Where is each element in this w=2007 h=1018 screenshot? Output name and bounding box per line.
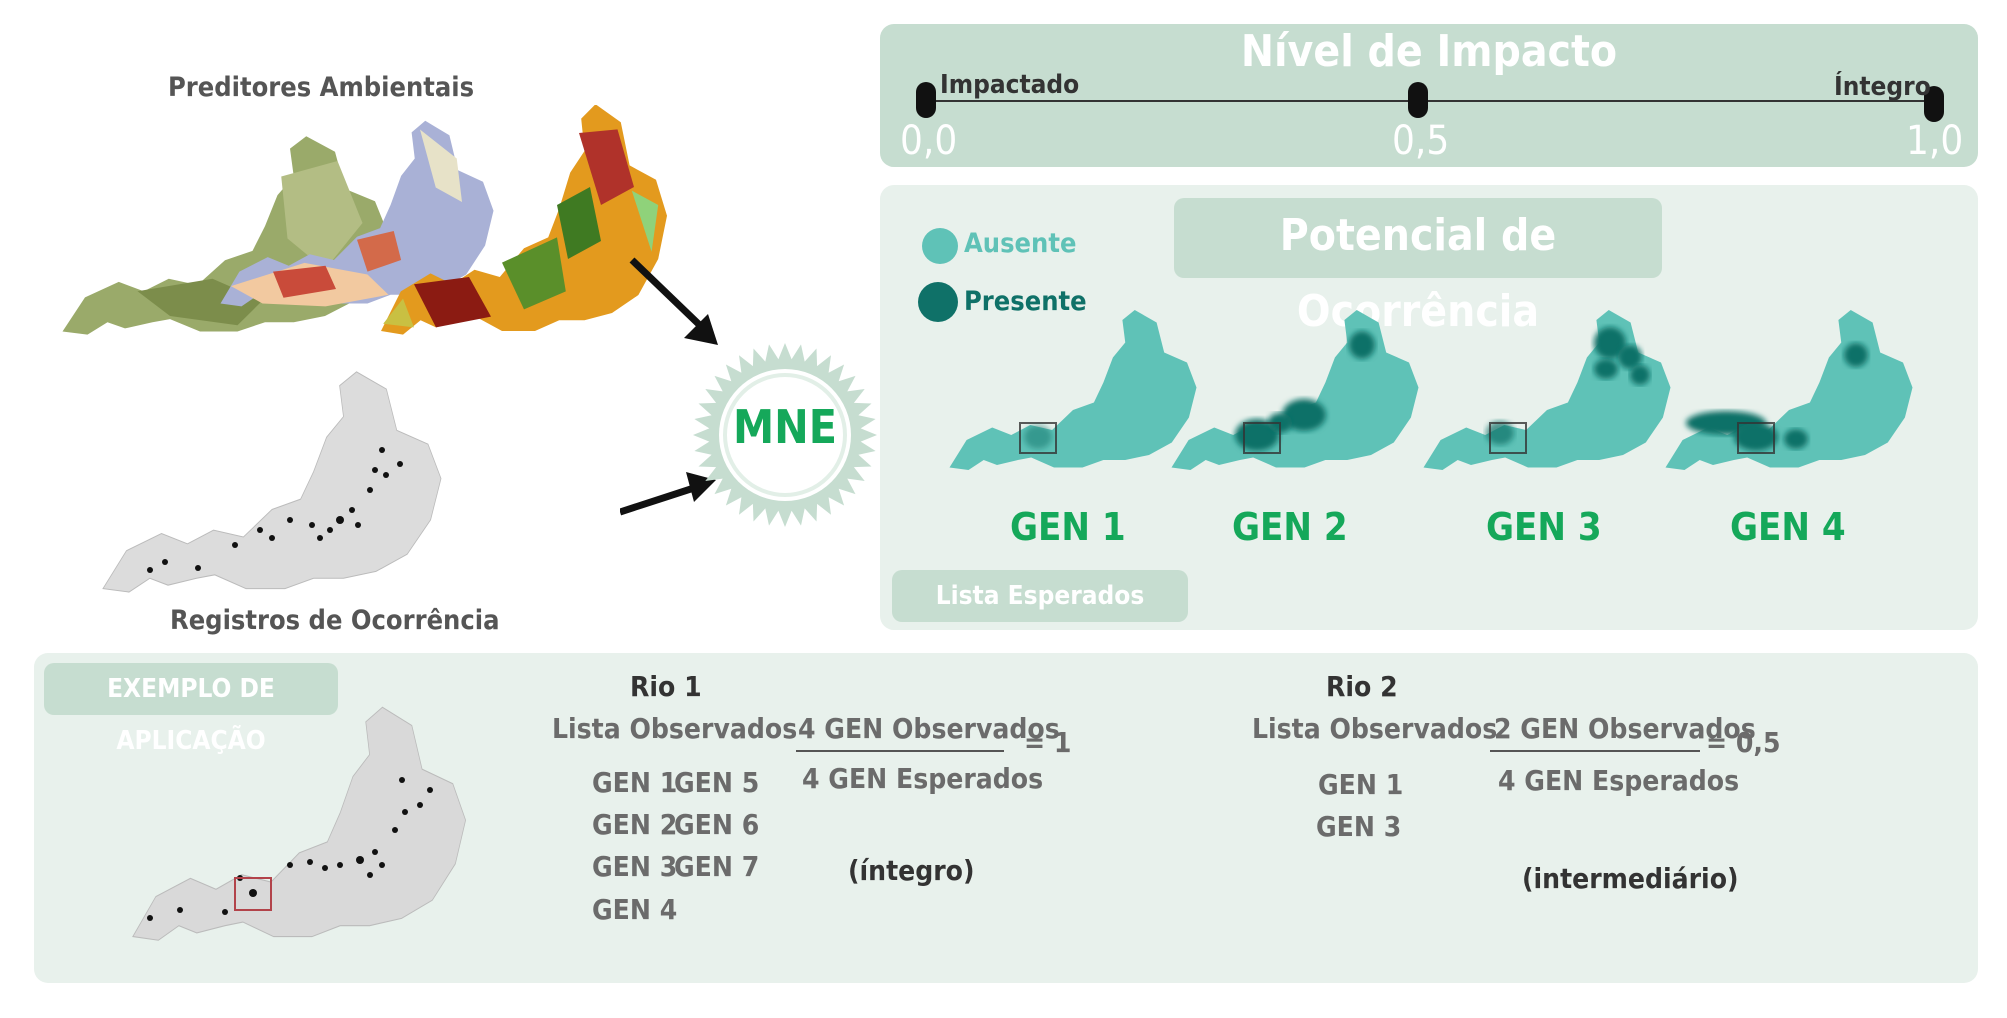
arrow-predictors	[629, 257, 713, 338]
gen2-map	[1171, 310, 1419, 470]
example-tag: EXEMPLO DE APLICAÇÃO	[44, 663, 338, 756]
rio1-gen-7: GEN 7	[674, 850, 760, 883]
gen2-label: GEN 2	[1232, 505, 1348, 549]
example-river-map	[132, 706, 467, 941]
gen4-map	[1665, 310, 1913, 470]
gen-distribution-maps	[949, 310, 1913, 470]
gen1-map	[949, 310, 1197, 470]
rio1-gen-4: GEN 4	[592, 893, 678, 926]
expected-list-tag: Lista Esperados	[892, 570, 1188, 622]
scale-marker-0	[916, 82, 936, 118]
occurrence-title: Potencial de Ocorrência	[1174, 198, 1662, 337]
rio1-numerator: 4 GEN Observados	[798, 712, 1060, 745]
rio2-title: Rio 2	[1326, 670, 1398, 703]
impact-tick-0: 0,0	[900, 118, 958, 164]
highlighted-river-box	[234, 877, 272, 911]
rio1-title: Rio 1	[630, 670, 702, 703]
rio1-gen-5: GEN 5	[674, 766, 760, 799]
records-title: Registros de Ocorrência	[170, 605, 500, 636]
impact-tick-05: 0,5	[1392, 118, 1450, 164]
rio1-gen-1: GEN 1	[592, 766, 678, 799]
impact-scale-panel	[880, 24, 1978, 167]
predictors-title: Preditores Ambientais	[168, 72, 475, 103]
gen3-label: GEN 3	[1486, 505, 1602, 549]
rio1-denominator: 4 GEN Esperados	[802, 762, 1044, 795]
rio2-denominator: 4 GEN Esperados	[1498, 764, 1740, 797]
rio1-fraction-bar	[796, 750, 1004, 752]
rio1-gen-2: GEN 2	[592, 808, 678, 841]
rio2-classification: (intermediário)	[1522, 862, 1739, 895]
legend-absent-label: Ausente	[964, 228, 1077, 259]
legend-present-label: Presente	[964, 286, 1087, 317]
legend-present-icon	[918, 282, 958, 322]
scale-marker-1	[1924, 86, 1944, 122]
rio2-gen-1: GEN 1	[1318, 768, 1404, 801]
model-label: MNE	[732, 400, 838, 454]
impact-left-label: Impactado	[940, 70, 1080, 100]
impact-right-label: Íntegro	[1834, 72, 1931, 102]
gen3-map	[1423, 310, 1671, 470]
rio2-numerator: 2 GEN Observados	[1494, 712, 1756, 745]
rio1-classification: (íntegro)	[848, 854, 975, 887]
environmental-predictor-maps	[62, 105, 668, 335]
impact-tick-1: 1,0	[1906, 118, 1964, 164]
impact-title: Nível de Impacto	[1240, 26, 1618, 77]
legend-absent-icon	[922, 228, 958, 264]
occurrence-records-map	[102, 371, 442, 593]
impact-scale-line	[926, 100, 1934, 102]
rio1-gen-3: GEN 3	[592, 850, 678, 883]
rio2-fraction-bar	[1490, 750, 1700, 752]
rio1-gen-6: GEN 6	[674, 808, 760, 841]
gen4-label: GEN 4	[1730, 505, 1846, 549]
arrow-records	[620, 482, 702, 516]
rio2-gen-3: GEN 3	[1316, 810, 1402, 843]
rio1-observed-label: Lista Observados	[552, 712, 798, 745]
rio2-result: = 0,5	[1706, 726, 1781, 759]
scale-marker-05	[1408, 82, 1428, 118]
model-seal-icon	[693, 343, 877, 527]
rio1-result: = 1	[1024, 726, 1072, 759]
rio2-observed-label: Lista Observados	[1252, 712, 1498, 745]
gen1-label: GEN 1	[1010, 505, 1126, 549]
